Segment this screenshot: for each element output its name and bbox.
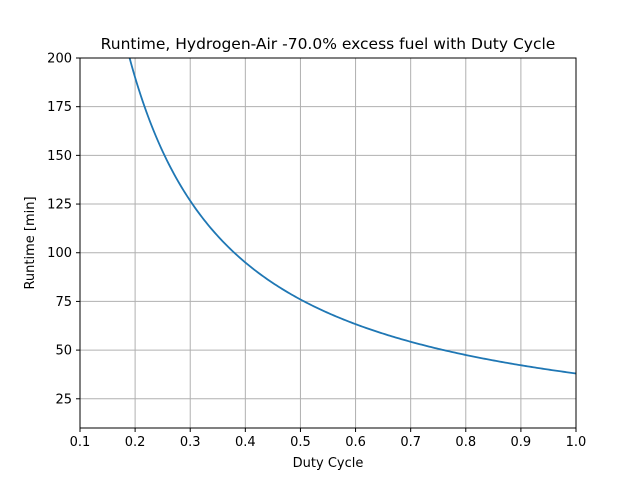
x-tick-label: 1.0 <box>566 435 587 450</box>
x-axis-label: Duty Cycle <box>293 456 364 471</box>
x-tick-label: 0.2 <box>125 435 146 450</box>
y-tick-label: 25 <box>55 392 72 407</box>
y-tick-label: 125 <box>47 198 72 213</box>
x-tick-label: 0.3 <box>180 435 201 450</box>
x-tick-label: 0.8 <box>455 435 476 450</box>
y-tick-label: 150 <box>47 149 72 164</box>
x-tick-label: 0.5 <box>290 435 311 450</box>
chart-title: Runtime, Hydrogen-Air -70.0% excess fuel… <box>101 35 556 53</box>
x-tick-label: 0.4 <box>235 435 256 450</box>
x-tick-label: 0.1 <box>70 435 91 450</box>
y-tick-label: 175 <box>47 100 72 115</box>
plot-frame <box>79 57 577 429</box>
y-axis-label: Runtime [min] <box>23 196 38 289</box>
y-tick-label: 50 <box>55 344 72 359</box>
y-tick-label: 75 <box>55 295 72 310</box>
y-tick-label: 100 <box>47 246 72 261</box>
y-axis-ticks: 25 50 75 100 125 150 175 200 <box>47 52 80 407</box>
x-tick-label: 0.9 <box>511 435 532 450</box>
x-tick-label: 0.7 <box>400 435 421 450</box>
x-axis-ticks: 0.1 0.2 0.3 0.4 0.5 0.6 0.7 0.8 0.9 1.0 <box>70 428 587 450</box>
series-layer <box>128 57 577 375</box>
x-tick-label: 0.6 <box>345 435 366 450</box>
y-tick-label: 200 <box>47 52 72 67</box>
series-line-runtime <box>128 57 577 375</box>
